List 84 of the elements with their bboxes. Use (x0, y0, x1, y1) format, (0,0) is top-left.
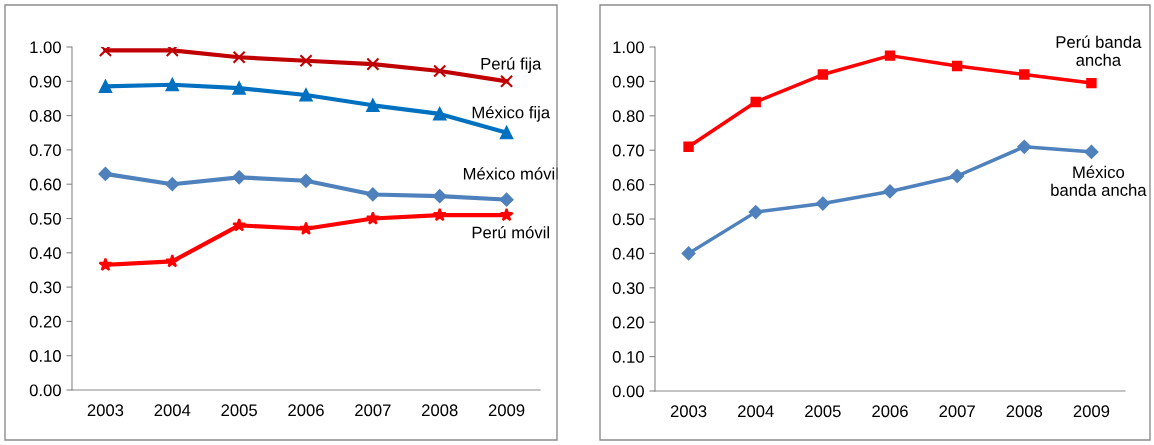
point (499, 207, 514, 222)
x-tick-label: 2009 (488, 404, 525, 417)
x-tick-label: 2007 (355, 404, 391, 417)
point (951, 60, 963, 72)
x-tick-label: 2005 (221, 404, 257, 417)
point (232, 81, 246, 95)
y-tick-label: 0.90 (29, 75, 61, 88)
series-label: México fija (472, 105, 551, 122)
point (681, 246, 696, 261)
point (683, 141, 694, 152)
y-tick-label: 0.30 (612, 282, 644, 294)
y-tick-label: 0.30 (29, 281, 61, 294)
point (1084, 144, 1099, 159)
x-tick-label: 2008 (1006, 405, 1043, 418)
point (299, 221, 313, 235)
x-tick-label: 2003 (670, 405, 707, 418)
y-tick-label: 0.40 (29, 247, 61, 259)
x-tick-label: 2006 (288, 404, 324, 417)
y-tick-label: 0.20 (612, 316, 644, 329)
y-tick-label: 1.00 (613, 41, 644, 54)
point (165, 78, 179, 92)
y-tick-label: 0.80 (29, 110, 61, 122)
point (366, 57, 380, 71)
point (884, 50, 896, 61)
point (165, 177, 180, 192)
y-tick-label: 0.60 (29, 178, 61, 191)
series-label: México móvil (463, 167, 558, 180)
point (950, 169, 965, 183)
point (165, 254, 180, 268)
y-tick-label: 0.70 (29, 144, 61, 157)
point (299, 173, 313, 188)
point (817, 69, 829, 80)
y-tick-label: 0.50 (29, 212, 61, 225)
point (1019, 69, 1030, 80)
y-tick-label: 0.40 (612, 247, 644, 260)
y-tick-label: 0.90 (612, 75, 644, 88)
point (432, 189, 447, 204)
point (232, 50, 246, 64)
x-tick-label: 2007 (939, 405, 975, 418)
x-tick-label: 2004 (738, 405, 774, 418)
y-tick-label: 0.60 (612, 179, 644, 191)
y-tick-label: 0.20 (29, 315, 61, 328)
point (98, 166, 113, 181)
point (748, 205, 763, 220)
series-label: Perú móvil (472, 225, 549, 239)
point (98, 79, 113, 94)
series-label: Perú banda ancha (1056, 35, 1142, 66)
y-tick-label: 0.00 (612, 385, 644, 398)
point (815, 196, 830, 211)
point (883, 184, 897, 199)
y-tick-label: 0.00 (29, 384, 61, 397)
x-tick-label: 2003 (87, 404, 124, 417)
point (499, 126, 514, 140)
point (366, 98, 380, 112)
x-tick-label: 2009 (1073, 405, 1110, 418)
x-tick-label: 2005 (805, 405, 841, 418)
point (299, 88, 313, 102)
point (433, 107, 447, 121)
x-tick-label: 2008 (422, 404, 458, 417)
series-label: Perú fija (481, 57, 542, 73)
point (365, 187, 380, 202)
point (232, 218, 247, 232)
point (299, 54, 313, 68)
point (499, 192, 514, 207)
point (98, 257, 113, 271)
point (1017, 139, 1032, 154)
y-tick-label: 0.10 (29, 350, 61, 362)
point (1086, 77, 1097, 89)
point (365, 211, 380, 225)
point (750, 96, 761, 108)
point (499, 74, 514, 88)
y-tick-label: 0.70 (612, 144, 644, 157)
point (98, 47, 113, 58)
point (433, 64, 447, 78)
y-tick-label: 1.00 (30, 41, 61, 54)
y-tick-label: 0.10 (612, 351, 644, 363)
point (232, 170, 247, 185)
point (165, 47, 179, 58)
x-tick-label: 2004 (154, 404, 191, 417)
y-tick-label: 0.80 (612, 110, 644, 122)
point (432, 207, 447, 222)
x-tick-label: 2006 (872, 405, 908, 418)
y-tick-label: 0.50 (612, 213, 644, 226)
series-label: México banda ancha (1051, 165, 1147, 196)
